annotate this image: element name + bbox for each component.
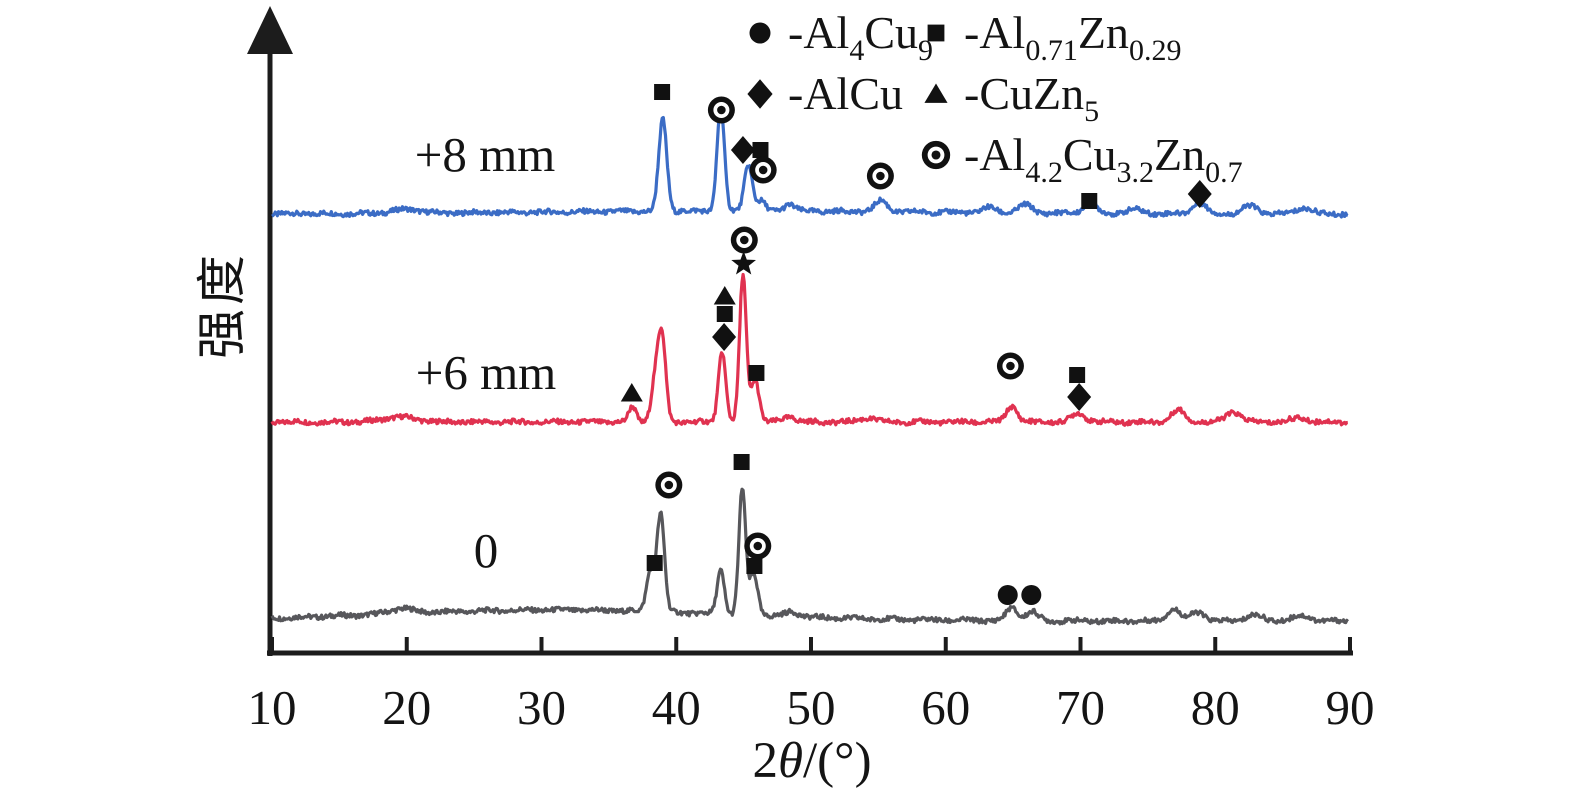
x-tick-label-50: 50: [786, 680, 836, 735]
triangle-marker-icon: [620, 383, 643, 402]
circle-marker-icon: [749, 22, 771, 43]
triangle-marker-icon: [924, 83, 948, 103]
ring-marker-icon: [876, 171, 885, 181]
ring-marker-icon: [739, 235, 749, 245]
x-tick-label-80: 80: [1190, 680, 1240, 735]
series-zero-trace: [270, 487, 1349, 626]
x-axis-title-suffix: /(°): [803, 733, 872, 789]
diamond-marker-icon: [712, 323, 737, 351]
legend-formula-0: -Al4Cu9: [788, 6, 934, 67]
legend-square-icon: [916, 11, 956, 55]
legend: -Al4Cu9 -Al0.71Zn0.29 -AlCu -CuZn5 -Al4.2Cu3…: [740, 4, 1243, 189]
ring-marker-icon: [1006, 361, 1015, 371]
ring-marker-icon: [758, 165, 768, 175]
star-marker-icon: [731, 251, 756, 275]
x-axis-title-prefix: 2: [752, 733, 778, 789]
square-marker-icon: [927, 24, 945, 41]
circle-icon: [749, 22, 771, 43]
square-marker-icon: [733, 454, 750, 470]
triangle-marker-icon: [713, 286, 736, 305]
series-zero-label: 0: [473, 523, 499, 578]
square-marker-icon: [654, 84, 671, 100]
series-plus8mm-label: +8 mm: [414, 127, 556, 182]
square-marker-icon: [1081, 193, 1098, 209]
series-plus8mm-trace: [271, 102, 1349, 219]
square-marker-icon: [752, 142, 769, 158]
x-tick-label-70: 70: [1056, 680, 1105, 735]
legend-circle-icon: [740, 11, 780, 55]
legend-formula-4: -Al4.2Cu3.2Zn0.7: [964, 128, 1243, 189]
triangle-icon: [924, 83, 948, 103]
ring-marker-icon: [664, 480, 674, 490]
circle-marker-icon: [1021, 585, 1042, 605]
legend-ring-icon: [916, 133, 956, 177]
diamond-icon: [747, 78, 773, 109]
y-axis-arrow-icon: [247, 6, 293, 54]
legend-formula-2: -AlCu: [788, 67, 903, 119]
ring-icon: [921, 140, 951, 169]
x-axis-title: 2θ/(°): [752, 736, 871, 787]
diamond-marker-icon: [1067, 383, 1092, 411]
ring-marker-icon: [753, 541, 763, 551]
legend-diamond-icon: [740, 72, 780, 116]
x-tick-label-20: 20: [382, 680, 432, 735]
x-tick-label-90: 90: [1325, 680, 1375, 735]
x-tick-label-30: 30: [517, 680, 566, 735]
square-marker-icon: [746, 558, 763, 574]
x-tick-label-60: 60: [921, 680, 971, 735]
square-marker-icon: [646, 555, 663, 571]
square-marker-icon: [748, 365, 765, 381]
legend-formula-3: -CuZn5: [964, 67, 1100, 128]
legend-triangle-icon: [916, 72, 956, 116]
diamond-marker-icon: [747, 78, 773, 109]
square-marker-icon: [1069, 367, 1086, 383]
y-axis-title: 强度: [194, 251, 250, 359]
x-tick-label-40: 40: [651, 680, 701, 735]
ring-marker-icon: [931, 149, 941, 160]
theta-symbol: θ: [777, 733, 804, 789]
series-plus6mm-label: +6 mm: [415, 345, 557, 400]
diamond-marker-icon: [730, 136, 755, 164]
series-plus6mm-trace: [270, 272, 1349, 427]
x-tick-label-10: 10: [247, 680, 297, 735]
legend-formula-1: -Al0.71Zn0.29: [964, 6, 1182, 67]
square-icon: [927, 24, 945, 41]
square-marker-icon: [716, 306, 733, 322]
circle-marker-icon: [997, 585, 1018, 605]
diamond-marker-icon: [1187, 180, 1212, 208]
ring-marker-icon: [717, 105, 726, 115]
